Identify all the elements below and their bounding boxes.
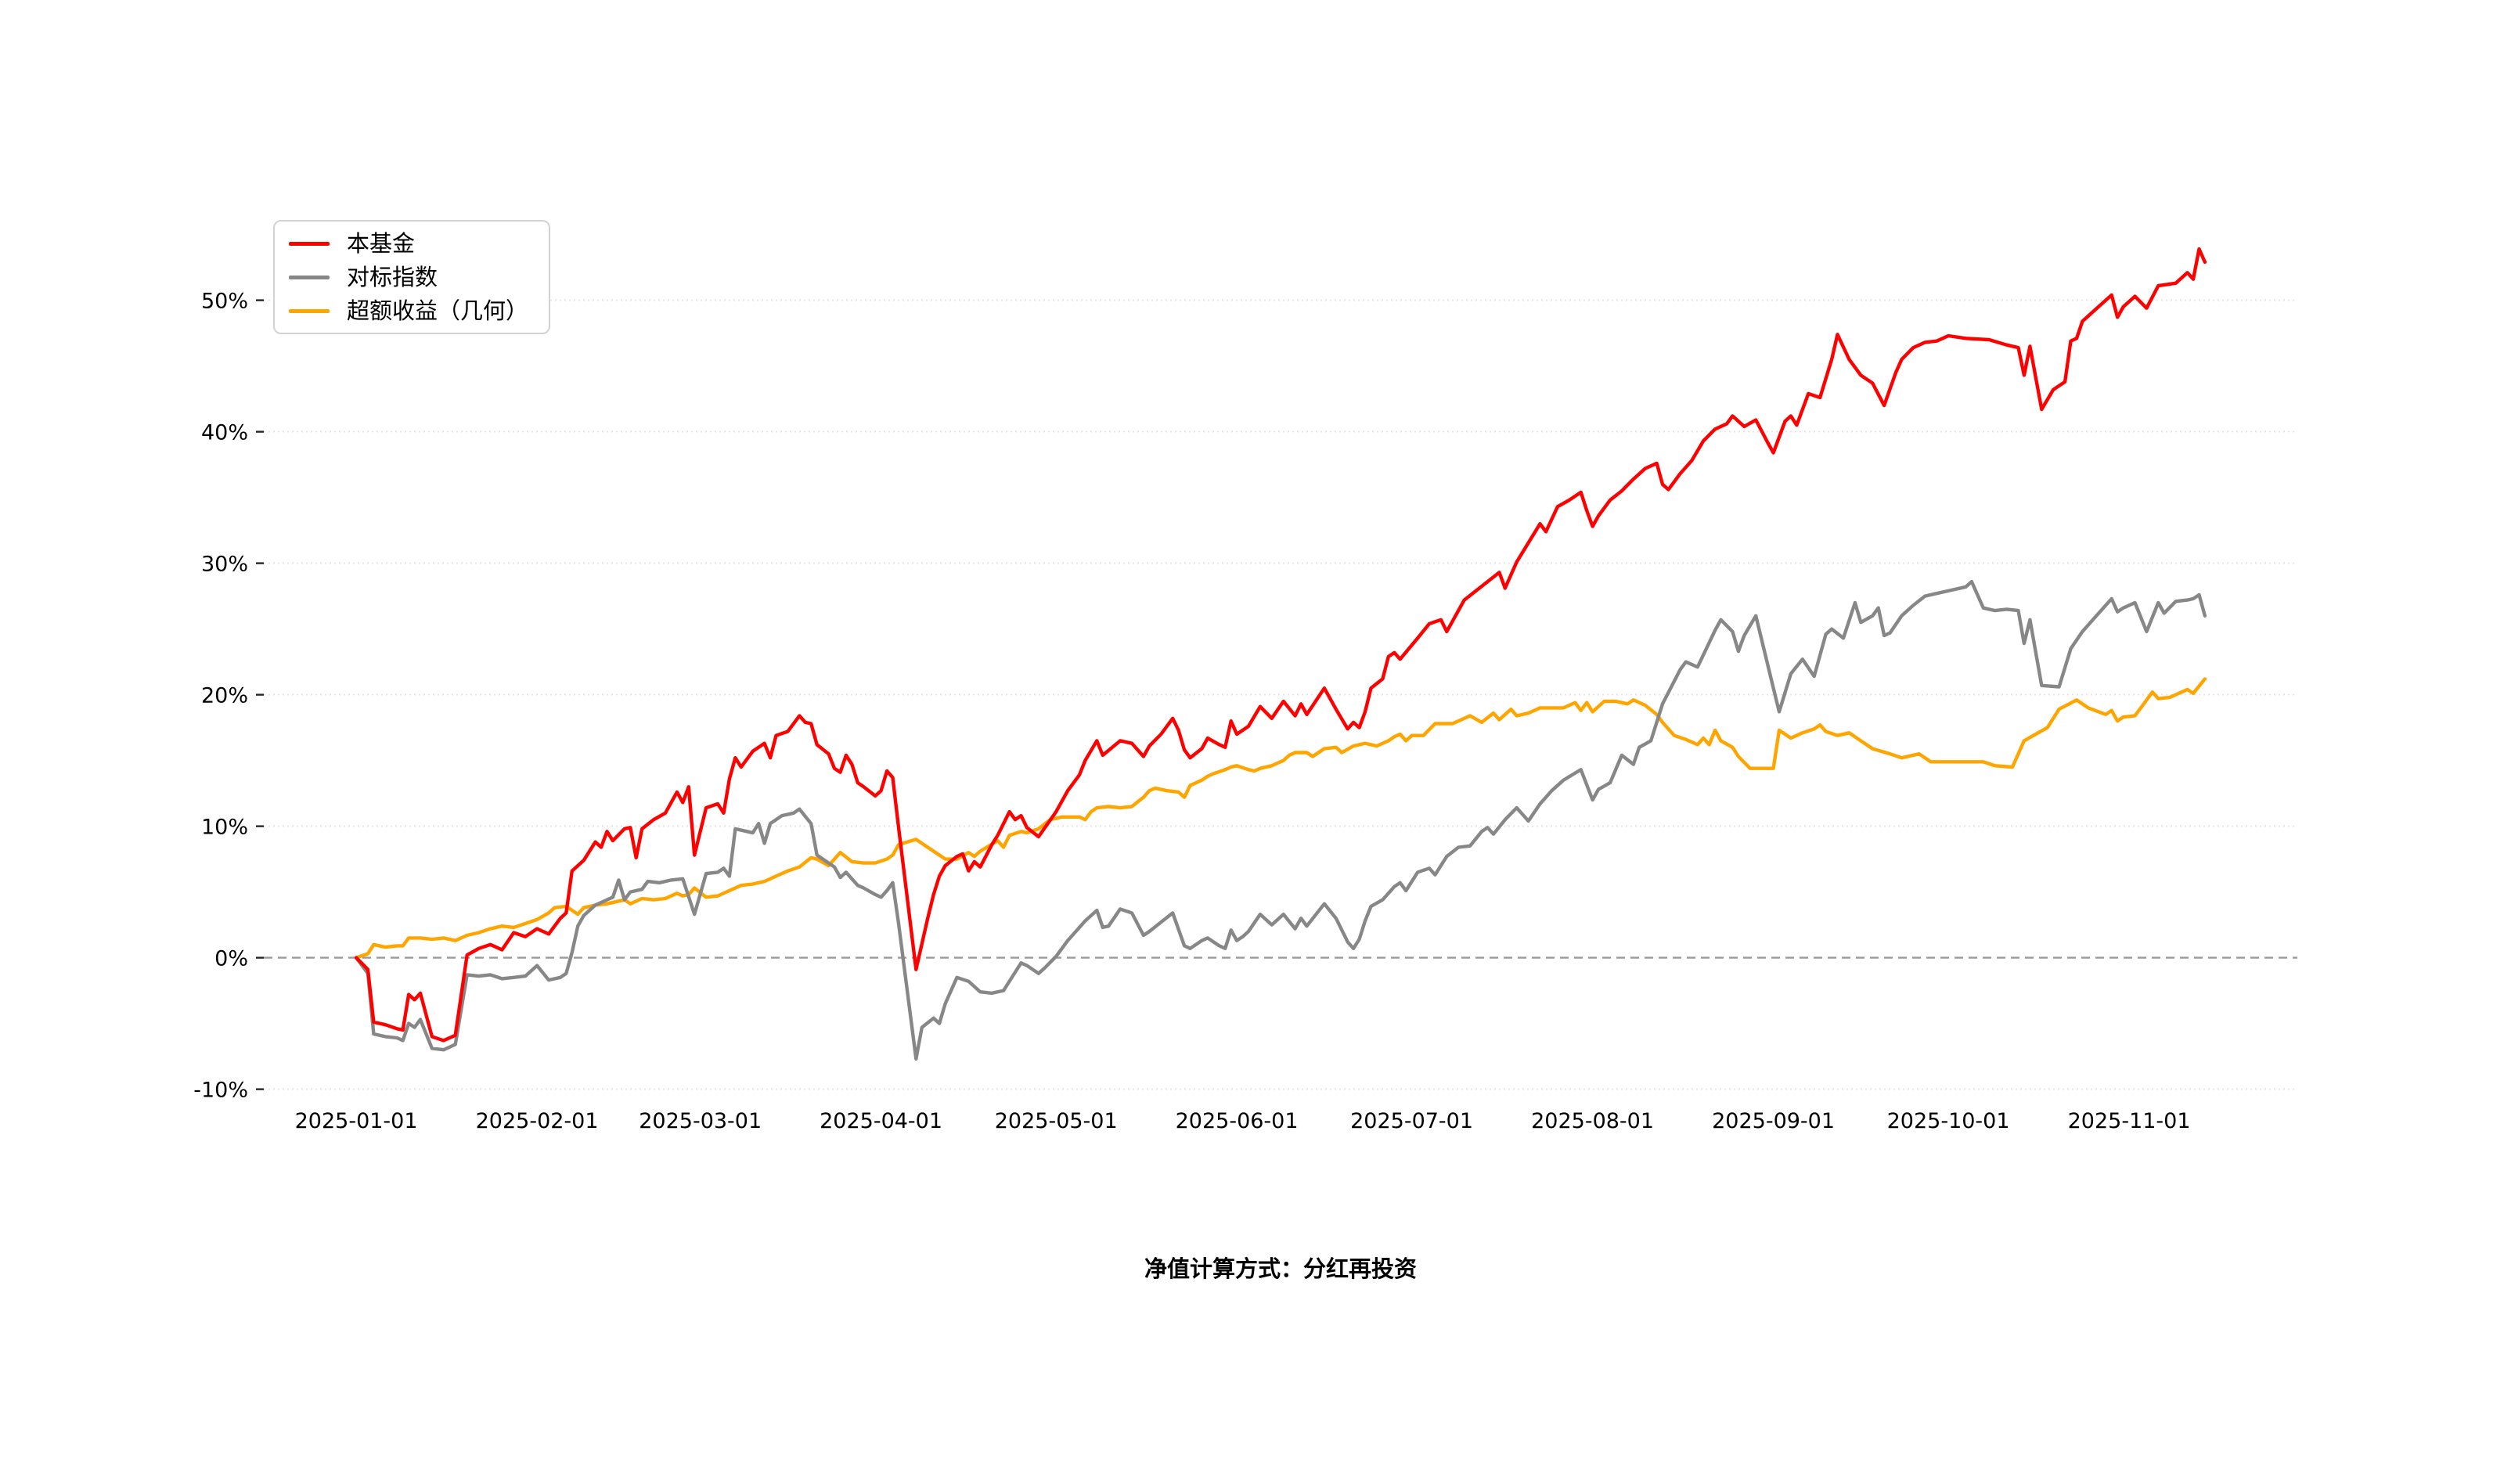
y-tick-label: 10% — [201, 816, 248, 840]
x-tick-label: 2025-03-01 — [639, 1109, 762, 1133]
benchmark-line — [354, 579, 2207, 1061]
fund-line-swatch — [289, 241, 330, 246]
y-tick-label: 30% — [201, 553, 248, 577]
benchmark-line-swatch — [289, 275, 330, 279]
legend-label-fund: 本基金 — [347, 229, 416, 257]
x-tick-label: 2025-05-01 — [995, 1109, 1118, 1133]
legend-label-excess: 超额收益（几何） — [347, 297, 529, 324]
excess-line-swatch — [289, 308, 330, 313]
x-tick-label: 2025-09-01 — [1712, 1109, 1835, 1133]
x-tick-label: 2025-08-01 — [1531, 1109, 1654, 1133]
fund-line — [354, 247, 2207, 1043]
legend-label-benchmark: 对标指数 — [347, 263, 438, 290]
nav-method-caption: 净值计算方式：分红再投资 — [1144, 1255, 1417, 1282]
legend-item-benchmark: 对标指数 — [289, 263, 528, 291]
y-tick-label: 40% — [201, 421, 248, 445]
legend-item-excess: 超额收益（几何） — [289, 297, 528, 325]
x-tick-label: 2025-10-01 — [1887, 1109, 2010, 1133]
y-tick-label: 0% — [214, 947, 248, 971]
y-tick-label: 20% — [201, 684, 248, 708]
legend: 本基金 对标指数 超额收益（几何） — [273, 220, 551, 334]
x-tick-label: 2025-06-01 — [1176, 1109, 1299, 1133]
x-tick-label: 2025-01-01 — [295, 1109, 418, 1133]
x-tick-label: 2025-07-01 — [1350, 1109, 1473, 1133]
y-tick-label: -10% — [193, 1079, 248, 1103]
x-tick-label: 2025-02-01 — [476, 1109, 599, 1133]
x-tick-label: 2025-04-01 — [820, 1109, 942, 1133]
legend-item-fund: 本基金 — [289, 229, 528, 258]
x-tick-label: 2025-11-01 — [2068, 1109, 2191, 1133]
y-tick-label: 50% — [201, 290, 248, 314]
excess-return-line — [354, 677, 2207, 960]
